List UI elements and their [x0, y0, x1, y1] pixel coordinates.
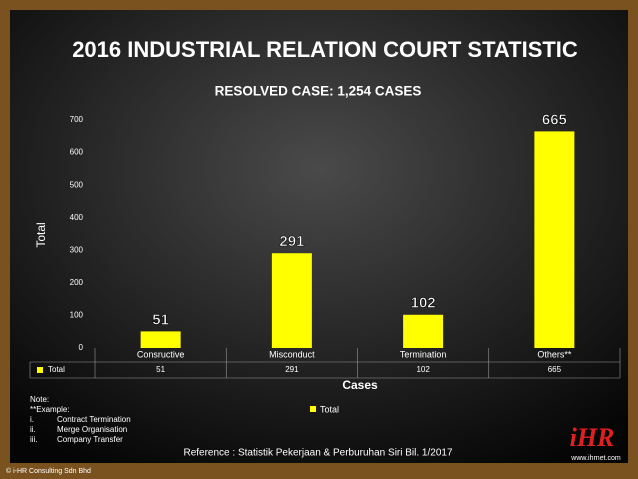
table-value: 102	[416, 365, 430, 374]
copyright: © i-HR Consulting Sdn Bhd	[6, 467, 91, 475]
table-value: 665	[548, 365, 562, 374]
y-tick-label: 300	[70, 245, 84, 254]
note-text: Merge Organisation	[57, 425, 127, 434]
y-tick-label: 600	[70, 148, 84, 157]
y-tick-label: 200	[70, 278, 84, 287]
logo: iHR	[570, 423, 615, 452]
table-value: 51	[156, 365, 165, 374]
bar	[271, 253, 312, 348]
note-marker: iii.	[30, 435, 38, 444]
note-example: **Example:	[30, 405, 70, 414]
note-marker: i.	[30, 415, 34, 424]
reference: Reference : Statistik Pekerjaan & Perbur…	[183, 448, 452, 459]
legend-key	[310, 406, 316, 412]
x-tick-label: Misconduct	[269, 349, 315, 359]
data-label: 291	[279, 233, 304, 250]
table-series-name: Total	[48, 365, 65, 374]
chart-title: 2016 INDUSTRIAL RELATION COURT STATISTIC	[72, 37, 578, 62]
website: www.ihrnet.com	[570, 455, 621, 462]
x-axis-title: Cases	[342, 378, 378, 392]
table-value: 291	[285, 365, 299, 374]
data-label: 665	[542, 111, 567, 128]
data-label: 51	[152, 311, 169, 328]
legend-label: Total	[320, 404, 339, 414]
note-text: Contract Termination	[57, 415, 131, 424]
note-marker: ii.	[30, 425, 36, 434]
note-heading: Note:	[30, 395, 49, 404]
y-tick-label: 700	[70, 115, 84, 124]
bar	[534, 131, 575, 348]
data-label: 102	[411, 295, 436, 312]
x-tick-label: Termination	[400, 349, 447, 359]
table-legend-key	[37, 367, 43, 373]
y-tick-label: 100	[70, 311, 84, 320]
y-axis-title: Total	[34, 222, 48, 247]
x-tick-label: Consructive	[137, 349, 185, 359]
y-tick-label: 0	[79, 343, 84, 352]
x-tick-label: Others**	[537, 349, 572, 359]
slide-background	[10, 10, 628, 463]
chart-subtitle: RESOLVED CASE: 1,254 CASES	[215, 84, 422, 99]
bar	[403, 314, 444, 348]
note-text: Company Transfer	[57, 435, 123, 444]
y-tick-label: 400	[70, 213, 84, 222]
y-tick-label: 500	[70, 180, 84, 189]
bar	[140, 331, 181, 348]
